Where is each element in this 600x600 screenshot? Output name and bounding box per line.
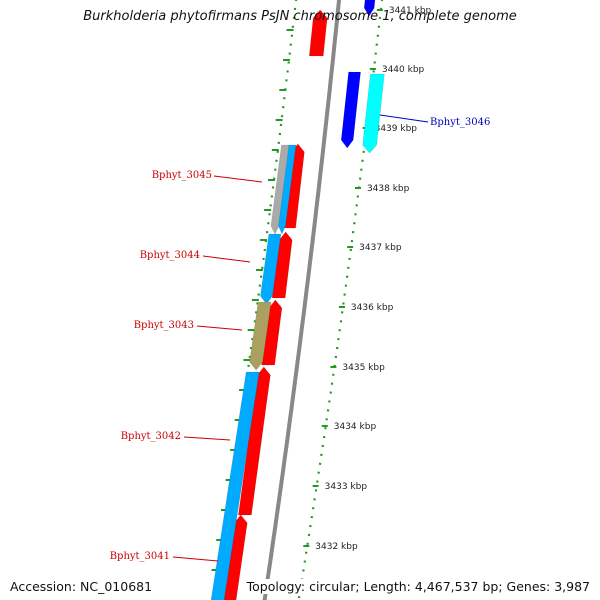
scale-label: 3437 kbp — [359, 243, 402, 253]
scale-label: 3441 kbp — [389, 6, 432, 16]
gene-label-bphyt-3041-leader — [172, 556, 219, 562]
cds-blue-top — [363, 0, 376, 17]
gene-label-bphyt-3046-leader — [379, 114, 429, 123]
gene-label-bphyt-3043: Bphyt_3043 — [134, 320, 194, 331]
topology-label: Topology: circular; Length: 4,467,537 bp… — [244, 579, 592, 594]
gene-label-bphyt-3045: Bphyt_3045 — [152, 170, 212, 181]
gene-label-bphyt-3043-leader — [196, 325, 243, 331]
cds-gray-3045a — [270, 144, 290, 235]
scale-label: 3439 kbp — [375, 124, 418, 134]
gene-label-bphyt-3042: Bphyt_3042 — [121, 431, 181, 442]
cds-lightblue-3045b — [278, 144, 297, 235]
scale-label: 3440 kbp — [382, 65, 425, 75]
cds-olive-3043 — [249, 301, 272, 371]
gene-label-bphyt-3046: Bphyt_3046 — [430, 117, 490, 128]
gene-label-bphyt-3044: Bphyt_3044 — [140, 250, 200, 261]
scale-label: 3434 kbp — [334, 422, 377, 432]
cds-lightblue-3044 — [260, 233, 282, 305]
backbone-line — [262, 0, 342, 600]
gene-label-bphyt-3044-leader — [202, 255, 251, 263]
cds-lightblue-3042 — [210, 371, 260, 600]
map-title: Burkholderia phytofirmans PsJN chromosom… — [83, 9, 517, 24]
gene-label-bphyt-3045-leader — [213, 175, 263, 183]
gene-label-bphyt-3041: Bphyt_3041 — [110, 551, 170, 562]
cds-red-3044 — [271, 231, 293, 299]
scale-label: 3435 kbp — [342, 363, 385, 373]
cds-cyan-3046b — [362, 73, 385, 154]
scale-label: 3433 kbp — [325, 482, 368, 492]
cds-red-3047 — [308, 9, 328, 57]
scale-label: 3438 kbp — [367, 184, 410, 194]
scale-label: 3436 kbp — [351, 303, 394, 313]
gene-label-bphyt-3042-leader — [183, 436, 231, 441]
scale-label: 3432 kbp — [315, 542, 358, 552]
cds-blue-3046a — [340, 71, 361, 149]
accession-label: Accession: NC_010681 — [8, 579, 155, 594]
